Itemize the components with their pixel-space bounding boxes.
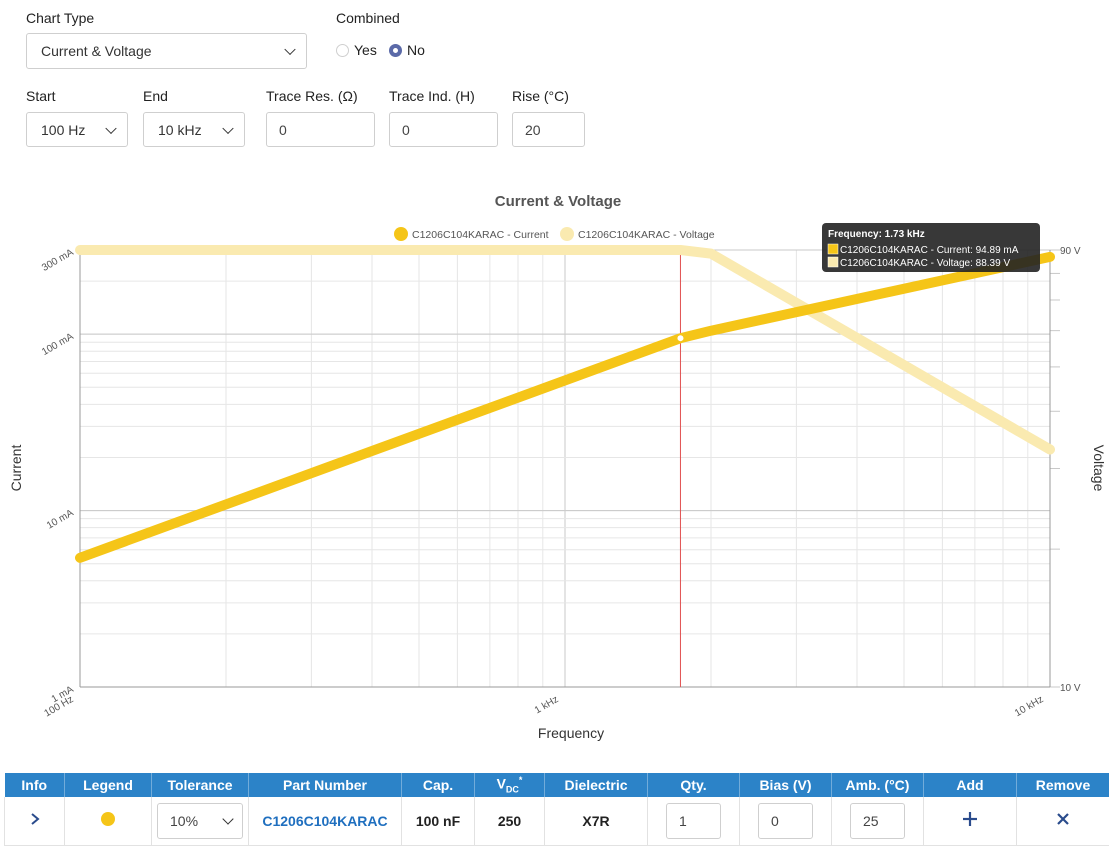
chart-type-value: Current & Voltage — [41, 43, 152, 59]
cap-value: 100 nF — [401, 797, 475, 846]
chevron-down-icon — [284, 43, 296, 56]
header-legend: Legend — [64, 773, 152, 797]
chart-title: Current & Voltage — [495, 193, 621, 210]
header-part-number: Part Number — [248, 773, 402, 797]
rise-value: 20 — [525, 121, 541, 138]
cursor-current-point — [677, 335, 684, 342]
combined-yes-label: Yes — [354, 42, 377, 58]
legend-voltage-swatch[interactable] — [560, 227, 574, 241]
end-value: 10 kHz — [158, 121, 202, 138]
plus-icon — [963, 812, 977, 827]
trace-res-label: Trace Res. (Ω) — [266, 88, 358, 104]
tooltip-title: Frequency: 1.73 kHz — [828, 229, 925, 240]
trace-ind-value: 0 — [402, 121, 410, 138]
legend-current-swatch[interactable] — [394, 227, 408, 241]
combined-yes-radio[interactable]: Yes — [336, 42, 377, 58]
y-right-tick-label: 90 V — [1060, 246, 1081, 257]
y-right-tick-label: 10 V — [1060, 683, 1081, 694]
chevron-down-icon — [105, 122, 117, 134]
trace-ind-input[interactable]: 0 — [389, 112, 498, 147]
y-axis-left-label: Current — [8, 445, 24, 492]
legend-voltage-label[interactable]: C1206C104KARAC - Voltage — [578, 229, 715, 241]
trace-ind-label: Trace Ind. (H) — [389, 88, 475, 104]
chart-type-label: Chart Type — [26, 10, 95, 26]
table-row: 10% C1206C104KARAC 100 nF 250 X7R 1 0 2 — [4, 797, 1109, 846]
x-tick-label: 1 kHz — [533, 694, 561, 716]
x-tick-label: 10 kHz — [1013, 694, 1045, 719]
header-qty: Qty. — [647, 773, 740, 797]
part-number-link[interactable]: C1206C104KARAC — [248, 797, 402, 846]
tolerance-select[interactable]: 10% — [157, 802, 243, 839]
start-value: 100 Hz — [41, 121, 86, 138]
rise-label: Rise (°C) — [512, 88, 569, 104]
header-bias: Bias (V) — [739, 773, 832, 797]
chart: Current & Voltage C1206C104KARAC - Curre… — [8, 193, 1107, 741]
y-axis-right-label: Voltage — [1091, 445, 1107, 492]
chevron-down-icon — [222, 813, 234, 825]
y-left-tick-label: 100 mA — [40, 331, 76, 358]
bias-value: 0 — [771, 812, 779, 829]
legend: C1206C104KARAC - Current C1206C104KARAC … — [394, 227, 715, 241]
combined-label: Combined — [336, 10, 400, 26]
add-button[interactable] — [923, 797, 1017, 846]
vdc-value: 250 — [474, 797, 545, 846]
chart-type-select[interactable]: Current & Voltage — [26, 33, 307, 69]
trace-res-value: 0 — [279, 121, 287, 138]
header-info: Info — [4, 773, 65, 797]
amb-value: 25 — [863, 812, 879, 829]
header-remove: Remove — [1016, 773, 1109, 797]
chevron-right-icon — [30, 813, 40, 826]
chart-grid — [79, 249, 1060, 688]
close-icon — [1057, 813, 1069, 826]
tooltip-voltage-line: C1206C104KARAC - Voltage: 88.39 V — [840, 258, 1010, 269]
radio-unchecked-icon — [336, 43, 349, 57]
bias-input[interactable]: 0 — [758, 802, 813, 839]
legend-dot — [101, 812, 115, 827]
y-left-tick-label: 10 mA — [45, 507, 76, 531]
qty-input[interactable]: 1 — [666, 802, 721, 839]
chevron-down-icon — [222, 122, 234, 134]
header-amb: Amb. (°C) — [831, 773, 924, 797]
tooltip: Frequency: 1.73 kHz C1206C104KARAC - Cur… — [822, 223, 1040, 272]
start-label: Start — [26, 88, 56, 104]
header-cap: Cap. — [401, 773, 475, 797]
tolerance-value: 10% — [170, 812, 199, 829]
series-current-line[interactable] — [75, 251, 1055, 563]
tooltip-current-line: C1206C104KARAC - Current: 94.89 mA — [840, 245, 1019, 256]
info-expand-button[interactable] — [4, 797, 65, 846]
amb-input[interactable]: 25 — [850, 802, 905, 839]
series-voltage-line[interactable] — [75, 245, 1055, 455]
header-add: Add — [923, 773, 1017, 797]
y-left-tick-label: 300 mA — [40, 247, 76, 274]
combined-no-label: No — [407, 42, 425, 58]
header-dielectric: Dielectric — [544, 773, 648, 797]
combined-no-radio[interactable]: No — [389, 42, 425, 58]
trace-res-input[interactable]: 0 — [266, 112, 375, 147]
rise-input[interactable]: 20 — [512, 112, 585, 147]
table-header: Info Legend Tolerance Part Number Cap. V… — [4, 773, 1109, 797]
radio-checked-icon — [389, 43, 402, 57]
remove-button[interactable] — [1016, 797, 1109, 846]
start-select[interactable]: 100 Hz — [26, 112, 128, 147]
x-axis-label: Frequency — [538, 725, 604, 741]
end-label: End — [143, 88, 168, 104]
end-select[interactable]: 10 kHz — [143, 112, 245, 147]
qty-value: 1 — [679, 812, 687, 829]
series-layer — [75, 245, 1055, 563]
legend-current-label[interactable]: C1206C104KARAC - Current — [412, 229, 549, 241]
dielectric-value: X7R — [544, 797, 648, 846]
header-vdc: VDC* — [474, 773, 545, 797]
parts-table: Info Legend Tolerance Part Number Cap. V… — [4, 773, 1109, 846]
header-tolerance: Tolerance — [151, 773, 249, 797]
legend-cell — [64, 797, 152, 846]
